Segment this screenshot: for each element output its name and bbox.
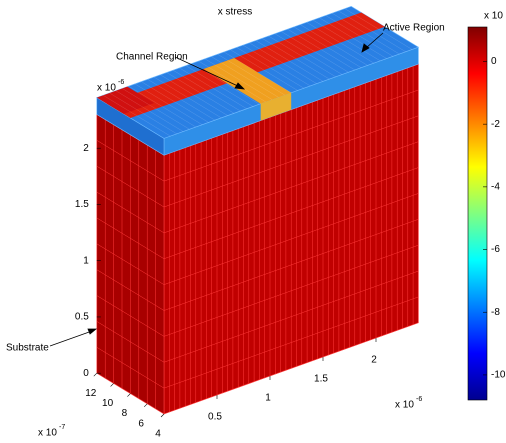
x-tick-label: 0.5 (208, 412, 222, 423)
annotation: Substrate (6, 343, 49, 354)
x-tick-label: 2 (371, 355, 377, 366)
colorbar (468, 27, 487, 400)
x-exponent-power: -6 (416, 396, 422, 403)
scene (97, 6, 419, 414)
y-tick (144, 404, 147, 407)
z-tick-label: 0 (83, 368, 89, 379)
z-tick-label: 2 (83, 143, 89, 154)
figure: x stress Channel Region Active Region Su… (0, 0, 506, 443)
y-exponent-power: -7 (59, 424, 65, 431)
arrow (50, 331, 92, 346)
z-tick-label: 0.5 (75, 312, 89, 323)
y-tick-label: 12 (85, 388, 97, 399)
x-tick-label: 1.5 (314, 374, 328, 385)
colorbar-tick-label: -8 (491, 307, 500, 318)
annotation: Active Region (383, 23, 445, 34)
y-tick-label: 6 (138, 418, 144, 429)
colorbar-exponent: x 10 (484, 11, 503, 22)
colorbar-tick-label: -4 (491, 181, 500, 192)
colorbar-tick-label: 0 (491, 56, 497, 67)
arrow-head (88, 329, 96, 334)
y-tick-label: 10 (102, 398, 114, 409)
y-exponent: x 10 (38, 428, 57, 439)
y-tick-label: 8 (122, 408, 128, 419)
z-tick-label: 1.5 (75, 199, 89, 210)
x-tick-label: 1 (265, 393, 271, 404)
annotation: Channel Region (116, 52, 188, 63)
y-tick (94, 373, 97, 376)
chart-title: x stress (218, 7, 252, 18)
y-tick (127, 394, 130, 397)
colorbar-tick-label: -10 (491, 370, 506, 381)
y-tick (161, 414, 164, 417)
z-tick-label: 1 (83, 255, 89, 266)
colorbar-tick-label: -6 (491, 244, 500, 255)
y-tick (111, 383, 114, 386)
z-exponent-power: -6 (118, 79, 124, 86)
x-exponent: x 10 (395, 400, 414, 411)
colorbar-tick-label: -2 (491, 119, 500, 130)
y-tick-label: 4 (155, 429, 161, 440)
z-exponent: x 10 (97, 83, 116, 94)
